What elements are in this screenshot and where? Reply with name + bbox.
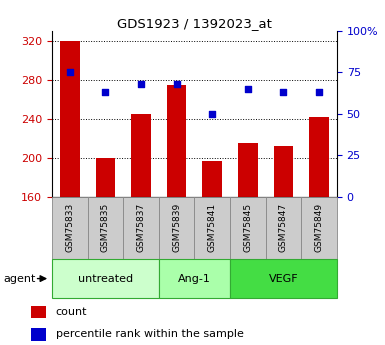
Text: Ang-1: Ang-1 (178, 274, 211, 284)
Bar (301, 197, 337, 259)
Text: GSM75845: GSM75845 (243, 203, 252, 252)
Bar (123, 197, 159, 259)
Point (209, 111, 215, 117)
Text: GSM75841: GSM75841 (208, 203, 217, 252)
Text: GSM75837: GSM75837 (137, 203, 146, 252)
Bar (230, 197, 266, 259)
Bar (230, 259, 337, 298)
Text: percentile rank within the sample: percentile rank within the sample (56, 329, 244, 339)
Bar (131, 114, 151, 197)
Point (316, 90, 322, 95)
Point (245, 86, 251, 92)
Bar (238, 143, 258, 197)
Bar (31, 306, 46, 318)
Text: untreated: untreated (78, 274, 133, 284)
Bar (60, 41, 80, 197)
Bar (194, 197, 230, 259)
Point (174, 81, 180, 87)
Text: GSM75839: GSM75839 (172, 203, 181, 252)
Bar (95, 158, 115, 197)
Text: agent: agent (4, 274, 36, 284)
Point (102, 90, 109, 95)
Text: GSM75833: GSM75833 (65, 203, 74, 252)
Bar (52, 259, 159, 298)
Title: GDS1923 / 1392023_at: GDS1923 / 1392023_at (117, 17, 272, 30)
Bar (167, 85, 186, 197)
Text: VEGF: VEGF (269, 274, 298, 284)
Text: GSM75835: GSM75835 (101, 203, 110, 252)
Point (280, 90, 286, 95)
Bar (31, 328, 46, 341)
Bar (88, 197, 123, 259)
Bar (266, 197, 301, 259)
Point (138, 81, 144, 87)
Bar (52, 197, 88, 259)
Bar (159, 197, 194, 259)
Bar (203, 161, 222, 197)
Text: GSM75847: GSM75847 (279, 203, 288, 252)
Bar (159, 259, 230, 298)
Point (67, 70, 73, 75)
Bar (309, 117, 329, 197)
Text: GSM75849: GSM75849 (315, 203, 323, 252)
Bar (274, 146, 293, 197)
Text: count: count (56, 307, 87, 317)
